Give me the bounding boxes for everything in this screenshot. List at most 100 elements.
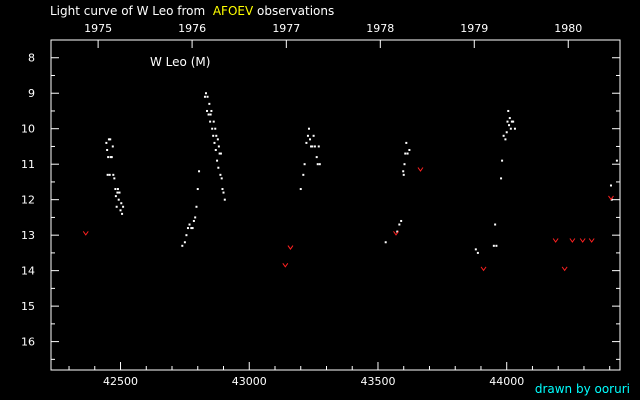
visual-estimate-point — [186, 227, 189, 230]
visual-estimate-point — [112, 173, 115, 176]
visual-estimate-point — [188, 223, 191, 226]
y-tick-label: 14 — [21, 265, 35, 278]
visual-estimate-point — [222, 191, 225, 194]
visual-estimate-point — [306, 134, 309, 137]
chart-title: Light curve of W Leo from AFOEV observat… — [50, 4, 334, 18]
visual-estimate-point — [116, 191, 119, 194]
visual-estimate-point — [121, 212, 124, 215]
visual-estimate-point — [315, 156, 318, 159]
x-tick-label: 43500 — [360, 375, 395, 388]
visual-estimate-point — [105, 141, 108, 144]
visual-estimate-point — [219, 152, 222, 155]
fainter-than-point — [569, 238, 576, 243]
star-label: W Leo (M) — [150, 55, 210, 69]
year-tick-label: 1977 — [272, 22, 300, 35]
visual-estimate-point — [513, 127, 516, 130]
visual-estimate-point — [109, 156, 112, 159]
fainter-than-point — [588, 238, 595, 243]
visual-estimate-point — [494, 223, 497, 226]
visual-estimate-point — [116, 188, 119, 191]
visual-estimate-point — [206, 109, 209, 112]
visual-estimate-point — [313, 145, 316, 148]
visual-estimate-point — [402, 173, 405, 176]
credit-text: drawn by ooruri — [534, 382, 630, 396]
visual-estimate-point — [302, 173, 305, 176]
visual-estimate-point — [195, 205, 198, 208]
visual-estimate-point — [512, 120, 515, 123]
visual-estimate-point — [183, 241, 186, 244]
visual-estimate-point — [110, 156, 113, 159]
visual-estimate-point — [214, 149, 217, 151]
visual-estimate-point — [396, 230, 399, 233]
visual-estimate-point — [107, 156, 110, 159]
x-tick-label: 42500 — [103, 375, 138, 388]
visual-estimate-point — [191, 227, 194, 230]
visual-estimate-point — [305, 141, 308, 144]
title-prefix: Light curve of W Leo from — [50, 4, 206, 18]
visual-estimate-point — [316, 163, 319, 166]
visual-estimate-point — [118, 191, 121, 194]
year-tick-label: 1976 — [178, 22, 206, 35]
year-tick-label: 1980 — [554, 22, 582, 35]
visual-estimate-point — [190, 227, 193, 230]
visual-estimate-point — [221, 188, 224, 191]
visual-estimate-point — [510, 120, 513, 123]
visual-estimate-point — [402, 170, 405, 173]
visual-estimate-point — [217, 145, 220, 148]
visual-estimate-point — [502, 134, 505, 137]
visual-estimate-point — [181, 244, 184, 247]
y-tick-label: 9 — [28, 87, 35, 100]
visual-estimate-point — [209, 113, 212, 116]
visual-estimate-point — [218, 152, 221, 155]
visual-estimate-point — [500, 177, 503, 180]
visual-estimate-point — [194, 216, 197, 219]
x-tick-label: 44000 — [489, 375, 524, 388]
fainter-than-point — [287, 245, 294, 250]
y-tick-label: 10 — [21, 123, 35, 136]
visual-estimate-point — [215, 134, 218, 137]
visual-estimate-point — [303, 163, 306, 166]
visual-estimate-point — [114, 195, 117, 198]
visual-estimate-point — [213, 141, 216, 144]
visual-estimate-point — [309, 138, 312, 141]
visual-estimate-point — [196, 188, 199, 191]
visual-estimate-point — [384, 241, 387, 244]
y-tick-label: 11 — [21, 158, 35, 171]
y-tick-label: 16 — [21, 336, 35, 349]
year-tick-label: 1978 — [366, 22, 394, 35]
visual-estimate-point — [212, 134, 215, 137]
visual-estimate-point — [223, 198, 226, 201]
visual-estimate-point — [408, 149, 411, 151]
visual-estimate-point — [107, 138, 110, 141]
axis-ticks — [51, 39, 620, 370]
visual-estimate-point — [508, 124, 511, 127]
visual-estimate-point — [219, 173, 222, 176]
visual-estimate-point — [406, 152, 409, 155]
y-tick-label: 13 — [21, 229, 35, 242]
visual-estimate-point — [492, 244, 495, 247]
fainter-than-point — [480, 266, 487, 272]
title-suffix: observations — [257, 4, 335, 18]
visual-estimate-point — [119, 209, 122, 212]
y-tick-label: 8 — [28, 52, 35, 65]
visual-estimate-point — [212, 120, 215, 123]
fainter-than-point — [561, 266, 568, 272]
visual-estimate-point — [114, 188, 117, 191]
visual-estimate-point — [495, 244, 498, 247]
visual-estimate-point — [405, 141, 408, 144]
visual-estimate-point — [216, 159, 219, 162]
visual-estimate-point — [504, 138, 507, 141]
visual-estimate-point — [509, 127, 512, 130]
visual-estimate-point — [109, 138, 112, 141]
title-highlight-afoev: AFOEV — [212, 4, 254, 18]
fainter-than-point — [579, 238, 586, 243]
data-points — [82, 92, 618, 272]
visual-estimate-point — [198, 170, 201, 173]
visual-estimate-point — [209, 120, 212, 123]
visual-estimate-point — [610, 198, 613, 201]
visual-estimate-point — [403, 163, 406, 166]
visual-estimate-point — [217, 166, 220, 169]
visual-estimate-point — [505, 131, 508, 134]
visual-estimate-point — [204, 92, 207, 95]
visual-estimate-point — [117, 198, 120, 201]
